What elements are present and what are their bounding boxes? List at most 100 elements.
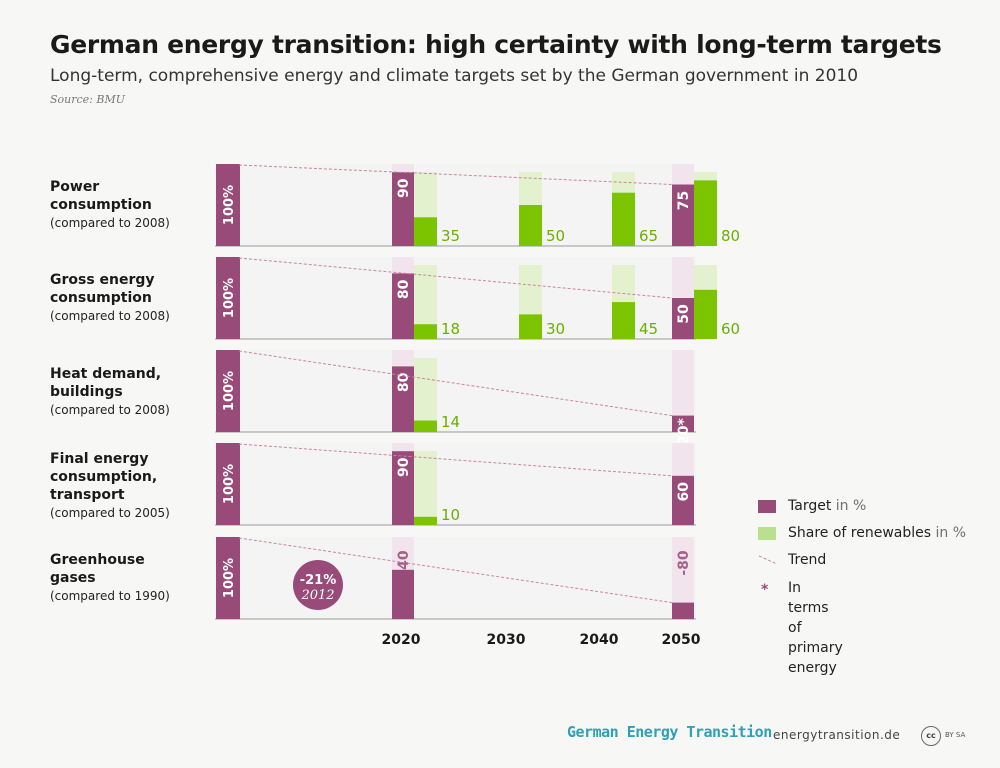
legend-trend-swatch [758,555,778,565]
target-bar [672,602,694,619]
renewables-value-label: 14 [441,413,460,431]
chart-subtitle: Long-term, comprehensive energy and clim… [50,66,859,86]
renewables-value-label: 50 [546,227,565,245]
renewables-value-label: 35 [441,227,460,245]
row-label-title: Gross energy consumption [50,272,155,306]
renewables-value-label: 10 [441,506,460,524]
row-label-subtitle: (compared to 2005) [50,506,170,520]
renewables-bar [694,289,717,339]
trend-line [238,537,673,604]
baseline-label: 100% [222,464,237,504]
renewables-value-label: 60 [721,320,740,338]
target-value-label: 50 [676,304,692,324]
renewables-value-label: 30 [546,320,565,338]
renewables-bar [519,205,542,246]
legend-asterisk-label: In terms of primary energy [788,580,843,676]
target-bar [672,298,694,339]
target-value-label: 60 [676,482,692,502]
target-value-label: 90 [396,178,412,198]
chart-title: German energy transition: high certainty… [50,30,942,59]
row-label-subtitle: (compared to 2008) [50,216,170,230]
target-bar [392,569,414,619]
target-bar [672,184,694,246]
target-value-label: 80 [396,372,412,392]
row-label-subtitle: (compared to 2008) [50,309,170,323]
legend-trend-label: Trend [788,552,827,568]
baseline-bar [216,164,240,246]
baseline-label: 100% [222,371,237,411]
renewables-bar [414,324,437,339]
renewables-value-label: 18 [441,320,460,338]
row-label-title: Greenhouse gases [50,552,145,586]
target-column-band [672,537,694,619]
row-label-transport: Final energy consumption, transport (com… [50,450,215,522]
x-tick-label: 2030 [487,632,526,648]
row-label-title: Power consumption [50,179,152,213]
target-value-label: 80 [396,279,412,299]
target-column-band [672,350,694,432]
badge-year: 2012 [300,588,334,603]
row-label-heat-demand: Heat demand, buildings (compared to 2008… [50,365,215,419]
row-label-gross-energy: Gross energy consumption (compared to 20… [50,271,215,325]
legend-renewables-label: Share of renewables in % [788,525,967,541]
target-bar [392,273,414,339]
legend-target-label: Target in % [788,498,867,514]
source-note: Source: BMU [50,93,125,106]
renewables-bar [612,192,635,246]
trend-line [238,257,673,299]
badge-value: -21% [300,573,337,588]
panel-background [215,537,696,619]
footer-brand: German Energy Transition [567,723,772,741]
target-bar [392,366,414,432]
legend-target-swatch [758,500,776,513]
row-label-title: Final energy consumption, transport [50,451,158,503]
renewables-bar [694,180,717,246]
baseline-bar [216,350,240,432]
baseline-bar [216,443,240,525]
baseline-label: 100% [222,185,237,225]
renewables-value-label: 65 [639,227,658,245]
x-tick-label: 2020 [382,632,421,648]
creative-commons-icon: cc [921,726,941,746]
trend-line [238,443,673,477]
target-bar [392,451,414,525]
row-label-subtitle: (compared to 2008) [50,403,170,417]
row-label-power: Power consumption (compared to 2008) [50,178,215,232]
baseline-bar [216,257,240,339]
renewables-value-label: 45 [639,320,658,338]
renewables-bar [414,516,437,525]
renewables-bar [612,302,635,339]
trend-line [238,164,673,185]
baseline-label: 100% [222,558,237,598]
renewables-bar [519,314,542,339]
target-value-label: 20* [676,418,692,445]
x-tick-label: 2040 [580,632,619,648]
baseline-bar [216,537,240,619]
target-bar [392,172,414,246]
renewables-value-label: 80 [721,227,740,245]
panel-background [215,443,696,525]
panel-background [215,350,696,432]
renewables-bar [414,217,437,246]
x-tick-label: 2050 [662,632,701,648]
trend-line [238,350,673,417]
row-label-greenhouse-gases: Greenhouse gases (compared to 1990) [50,551,215,605]
target-value-label: 75 [676,191,692,210]
target-bar [672,475,694,525]
license-label: BY SA [945,731,966,739]
legend-renewables-swatch [758,527,776,540]
target-value-label: 90 [396,457,412,477]
renewables-bar [414,420,437,432]
current-status-badge [293,560,343,610]
baseline-label: 100% [222,278,237,318]
renewables-range [414,265,437,339]
renewables-range [414,451,437,525]
target-bar [672,415,694,432]
row-label-title: Heat demand, buildings [50,366,162,400]
legend-asterisk-symbol: * [761,582,769,598]
row-label-subtitle: (compared to 1990) [50,589,170,603]
renewables-range [414,358,437,432]
target-value-label: -80 [676,550,692,576]
footer-url[interactable]: energytransition.de [773,728,901,742]
